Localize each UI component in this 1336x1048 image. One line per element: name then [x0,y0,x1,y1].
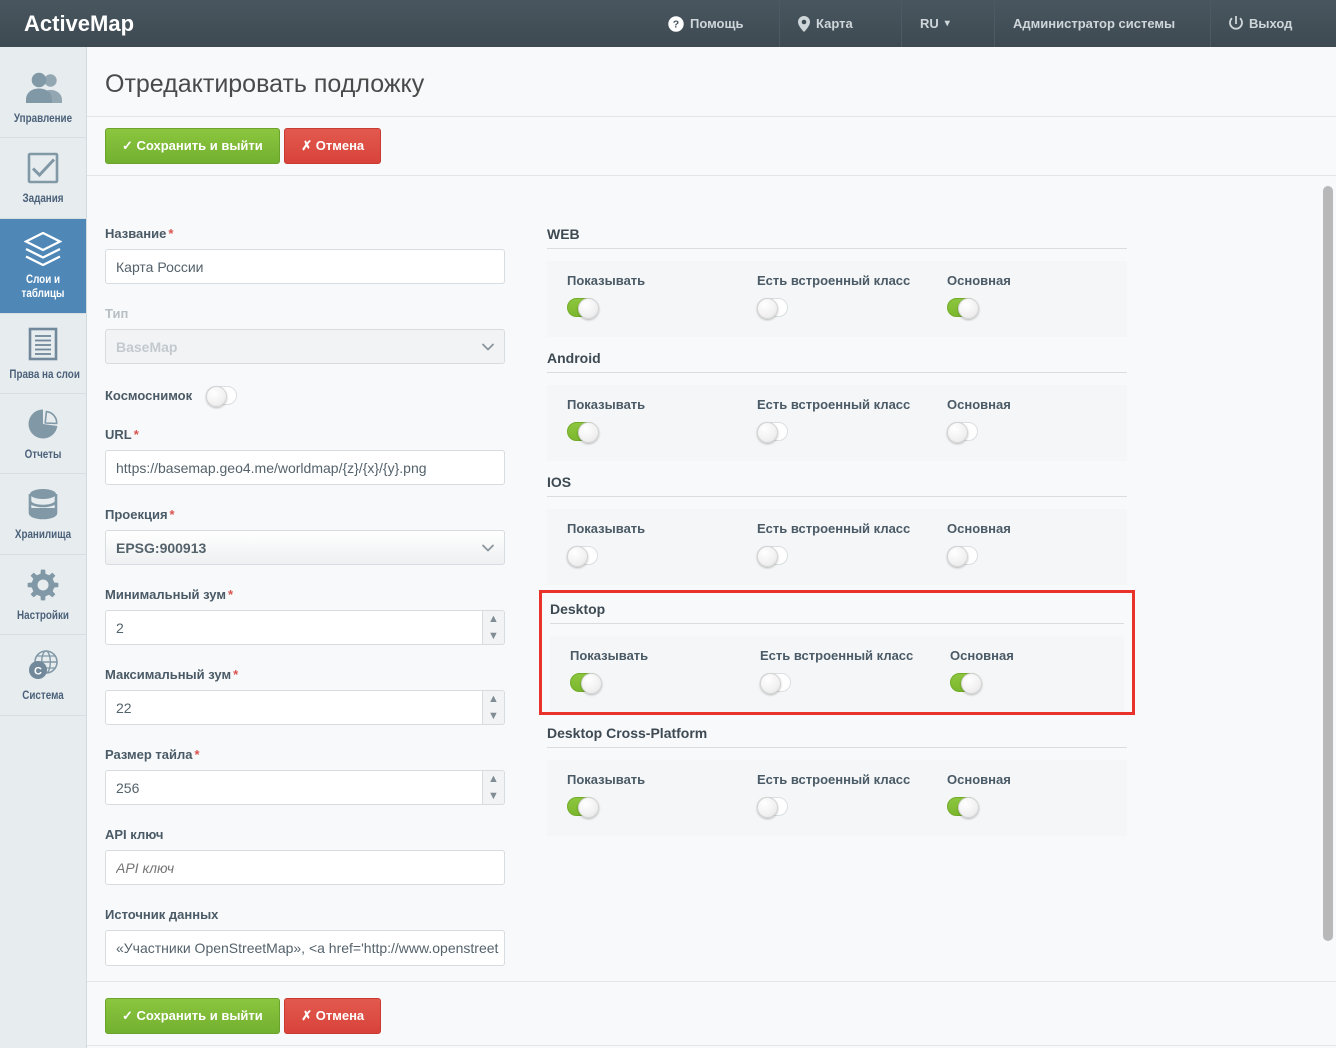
svg-text:?: ? [673,18,679,30]
svg-text:C: C [34,666,42,678]
